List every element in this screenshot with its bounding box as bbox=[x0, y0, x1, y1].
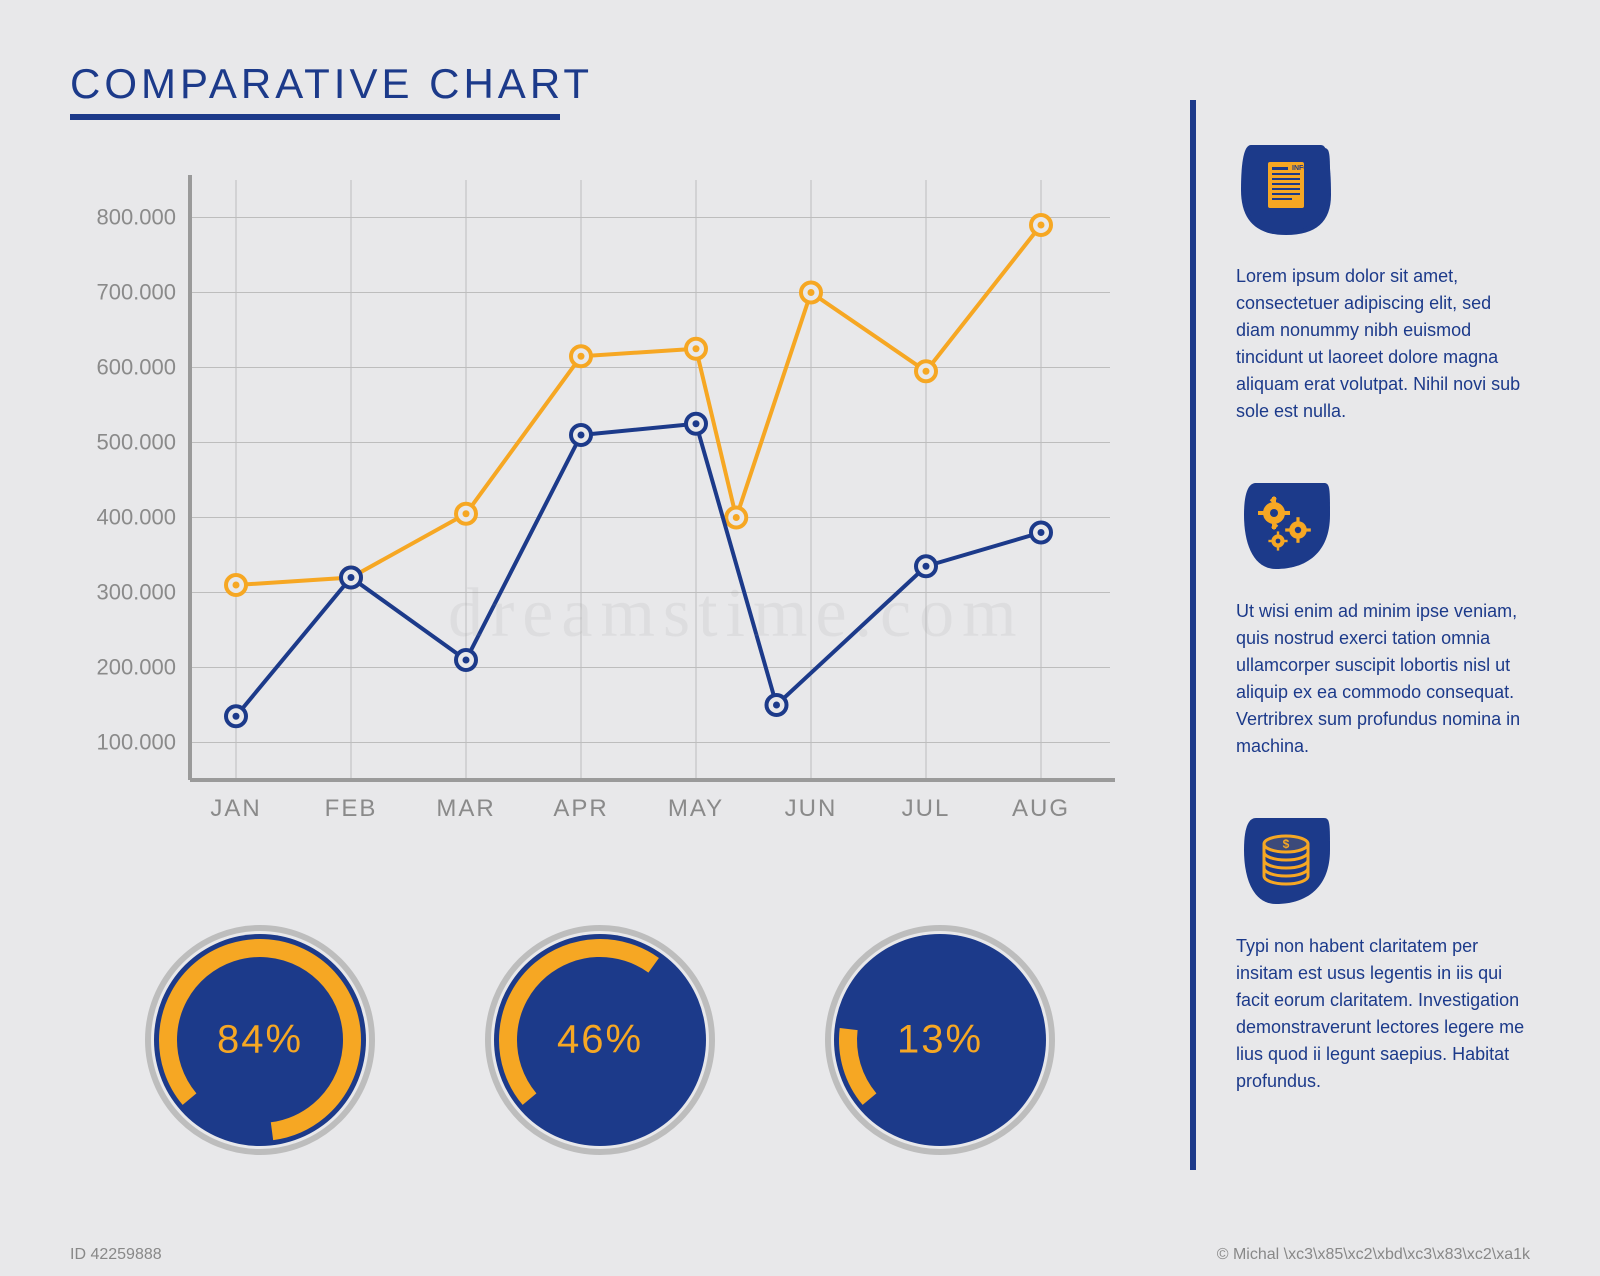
footer: ID 42259888 © Michal \xc3\x85\xc2\xbd\xc… bbox=[70, 1246, 1530, 1264]
donut-row: 84% 46% 13% bbox=[70, 920, 1130, 1160]
document-icon: INFO bbox=[1236, 140, 1336, 240]
donut-label: 84% bbox=[217, 1018, 303, 1063]
footer-credit: © Michal \xc3\x85\xc2\xbd\xc3\x83\xc2\xa… bbox=[1217, 1246, 1530, 1264]
donut-13: 13% bbox=[820, 920, 1060, 1160]
svg-text:APR: APR bbox=[553, 795, 608, 822]
info-column: INFO Lorem ipsum dolor sit amet, consect… bbox=[1236, 140, 1530, 1240]
info-block-document: INFO Lorem ipsum dolor sit amet, consect… bbox=[1236, 140, 1530, 425]
svg-text:200.000: 200.000 bbox=[96, 655, 176, 680]
svg-text:600.000: 600.000 bbox=[96, 355, 176, 380]
footer-id: ID 42259888 bbox=[70, 1246, 162, 1264]
svg-text:INFO: INFO bbox=[1292, 165, 1309, 172]
svg-text:300.000: 300.000 bbox=[96, 580, 176, 605]
chart-svg: 100.000 200.000 300.000 400.000 500.000 600.0… bbox=[70, 160, 1130, 860]
svg-text:400.000: 400.000 bbox=[96, 505, 176, 530]
svg-text:500.000: 500.000 bbox=[96, 430, 176, 455]
svg-text:100.000: 100.000 bbox=[96, 730, 176, 755]
svg-text:JUN: JUN bbox=[785, 795, 838, 822]
title-block: COMPARATIVE CHART bbox=[70, 60, 1530, 120]
info-block-gears: Ut wisi enim ad minim ipse veniam, quis … bbox=[1236, 475, 1530, 760]
svg-text:800.000: 800.000 bbox=[96, 205, 176, 230]
vertical-divider bbox=[1190, 100, 1196, 1170]
comparative-line-chart: 100.000 200.000 300.000 400.000 500.000 600.0… bbox=[70, 160, 1130, 860]
svg-text:$: $ bbox=[1283, 837, 1290, 851]
svg-text:JAN: JAN bbox=[210, 795, 261, 822]
svg-text:AUG: AUG bbox=[1012, 795, 1070, 822]
title-underline bbox=[70, 114, 560, 120]
page-title: COMPARATIVE CHART bbox=[70, 60, 1530, 108]
info-text: Lorem ipsum dolor sit amet, consectetuer… bbox=[1236, 263, 1530, 425]
svg-text:JUL: JUL bbox=[902, 795, 951, 822]
svg-text:700.000: 700.000 bbox=[96, 280, 176, 305]
svg-text:MAY: MAY bbox=[668, 795, 724, 822]
coins-icon: $ bbox=[1236, 810, 1336, 910]
donut-84: 84% bbox=[140, 920, 380, 1160]
info-block-coins: $ Typi non habent claritatem per insitam… bbox=[1236, 810, 1530, 1095]
svg-text:FEB: FEB bbox=[325, 795, 378, 822]
info-text: Ut wisi enim ad minim ipse veniam, quis … bbox=[1236, 598, 1530, 760]
gears-icon bbox=[1236, 475, 1336, 575]
donut-label: 46% bbox=[557, 1018, 643, 1063]
svg-text:MAR: MAR bbox=[436, 795, 495, 822]
donut-46: 46% bbox=[480, 920, 720, 1160]
donut-label: 13% bbox=[897, 1018, 983, 1063]
info-text: Typi non habent claritatem per insitam e… bbox=[1236, 933, 1530, 1095]
